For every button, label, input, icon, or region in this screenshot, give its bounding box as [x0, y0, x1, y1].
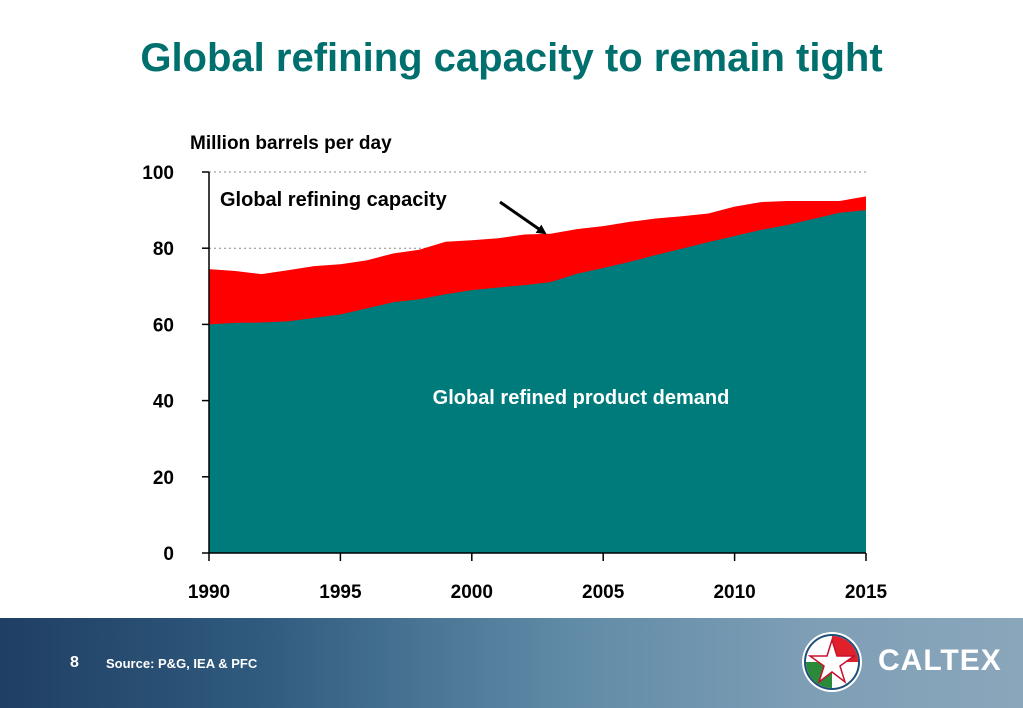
y-tick-label: 60 — [153, 315, 174, 336]
y-tick-label: 100 — [142, 163, 174, 184]
x-tick-label: 2005 — [582, 582, 625, 603]
area-chart: 0 20 40 60 80 100 1990 1995 2000 2005 2010 2015 Mil… — [142, 133, 888, 603]
page-number: 8 — [70, 654, 79, 671]
demand-annotation: Global refined product demand — [433, 387, 730, 409]
y-tick-label: 40 — [153, 392, 174, 413]
demand-area — [209, 210, 866, 553]
capacity-annotation: Global refining capacity — [220, 189, 448, 211]
x-tick-label: 2000 — [451, 582, 493, 603]
y-tick-label: 80 — [153, 239, 174, 260]
source-note: Source: P&G, IEA & PFC — [106, 656, 258, 671]
y-tick-label: 0 — [163, 544, 174, 565]
capacity-arrow — [499, 200, 547, 235]
y-tick-label: 20 — [153, 468, 174, 489]
x-tick-label: 1990 — [188, 582, 230, 603]
x-tick-label: 2010 — [713, 582, 755, 603]
x-tick-label: 2015 — [845, 582, 888, 603]
brand-name: CALTEX — [878, 644, 1002, 677]
caltex-star-logo-icon — [802, 632, 862, 692]
footer-bar: 8 Source: P&G, IEA & PFC CALTEX — [0, 618, 1023, 708]
x-tick-label: 1995 — [319, 582, 362, 603]
page-title: Global refining capacity to remain tight — [140, 36, 883, 80]
y-axis-title: Million barrels per day — [190, 133, 392, 154]
